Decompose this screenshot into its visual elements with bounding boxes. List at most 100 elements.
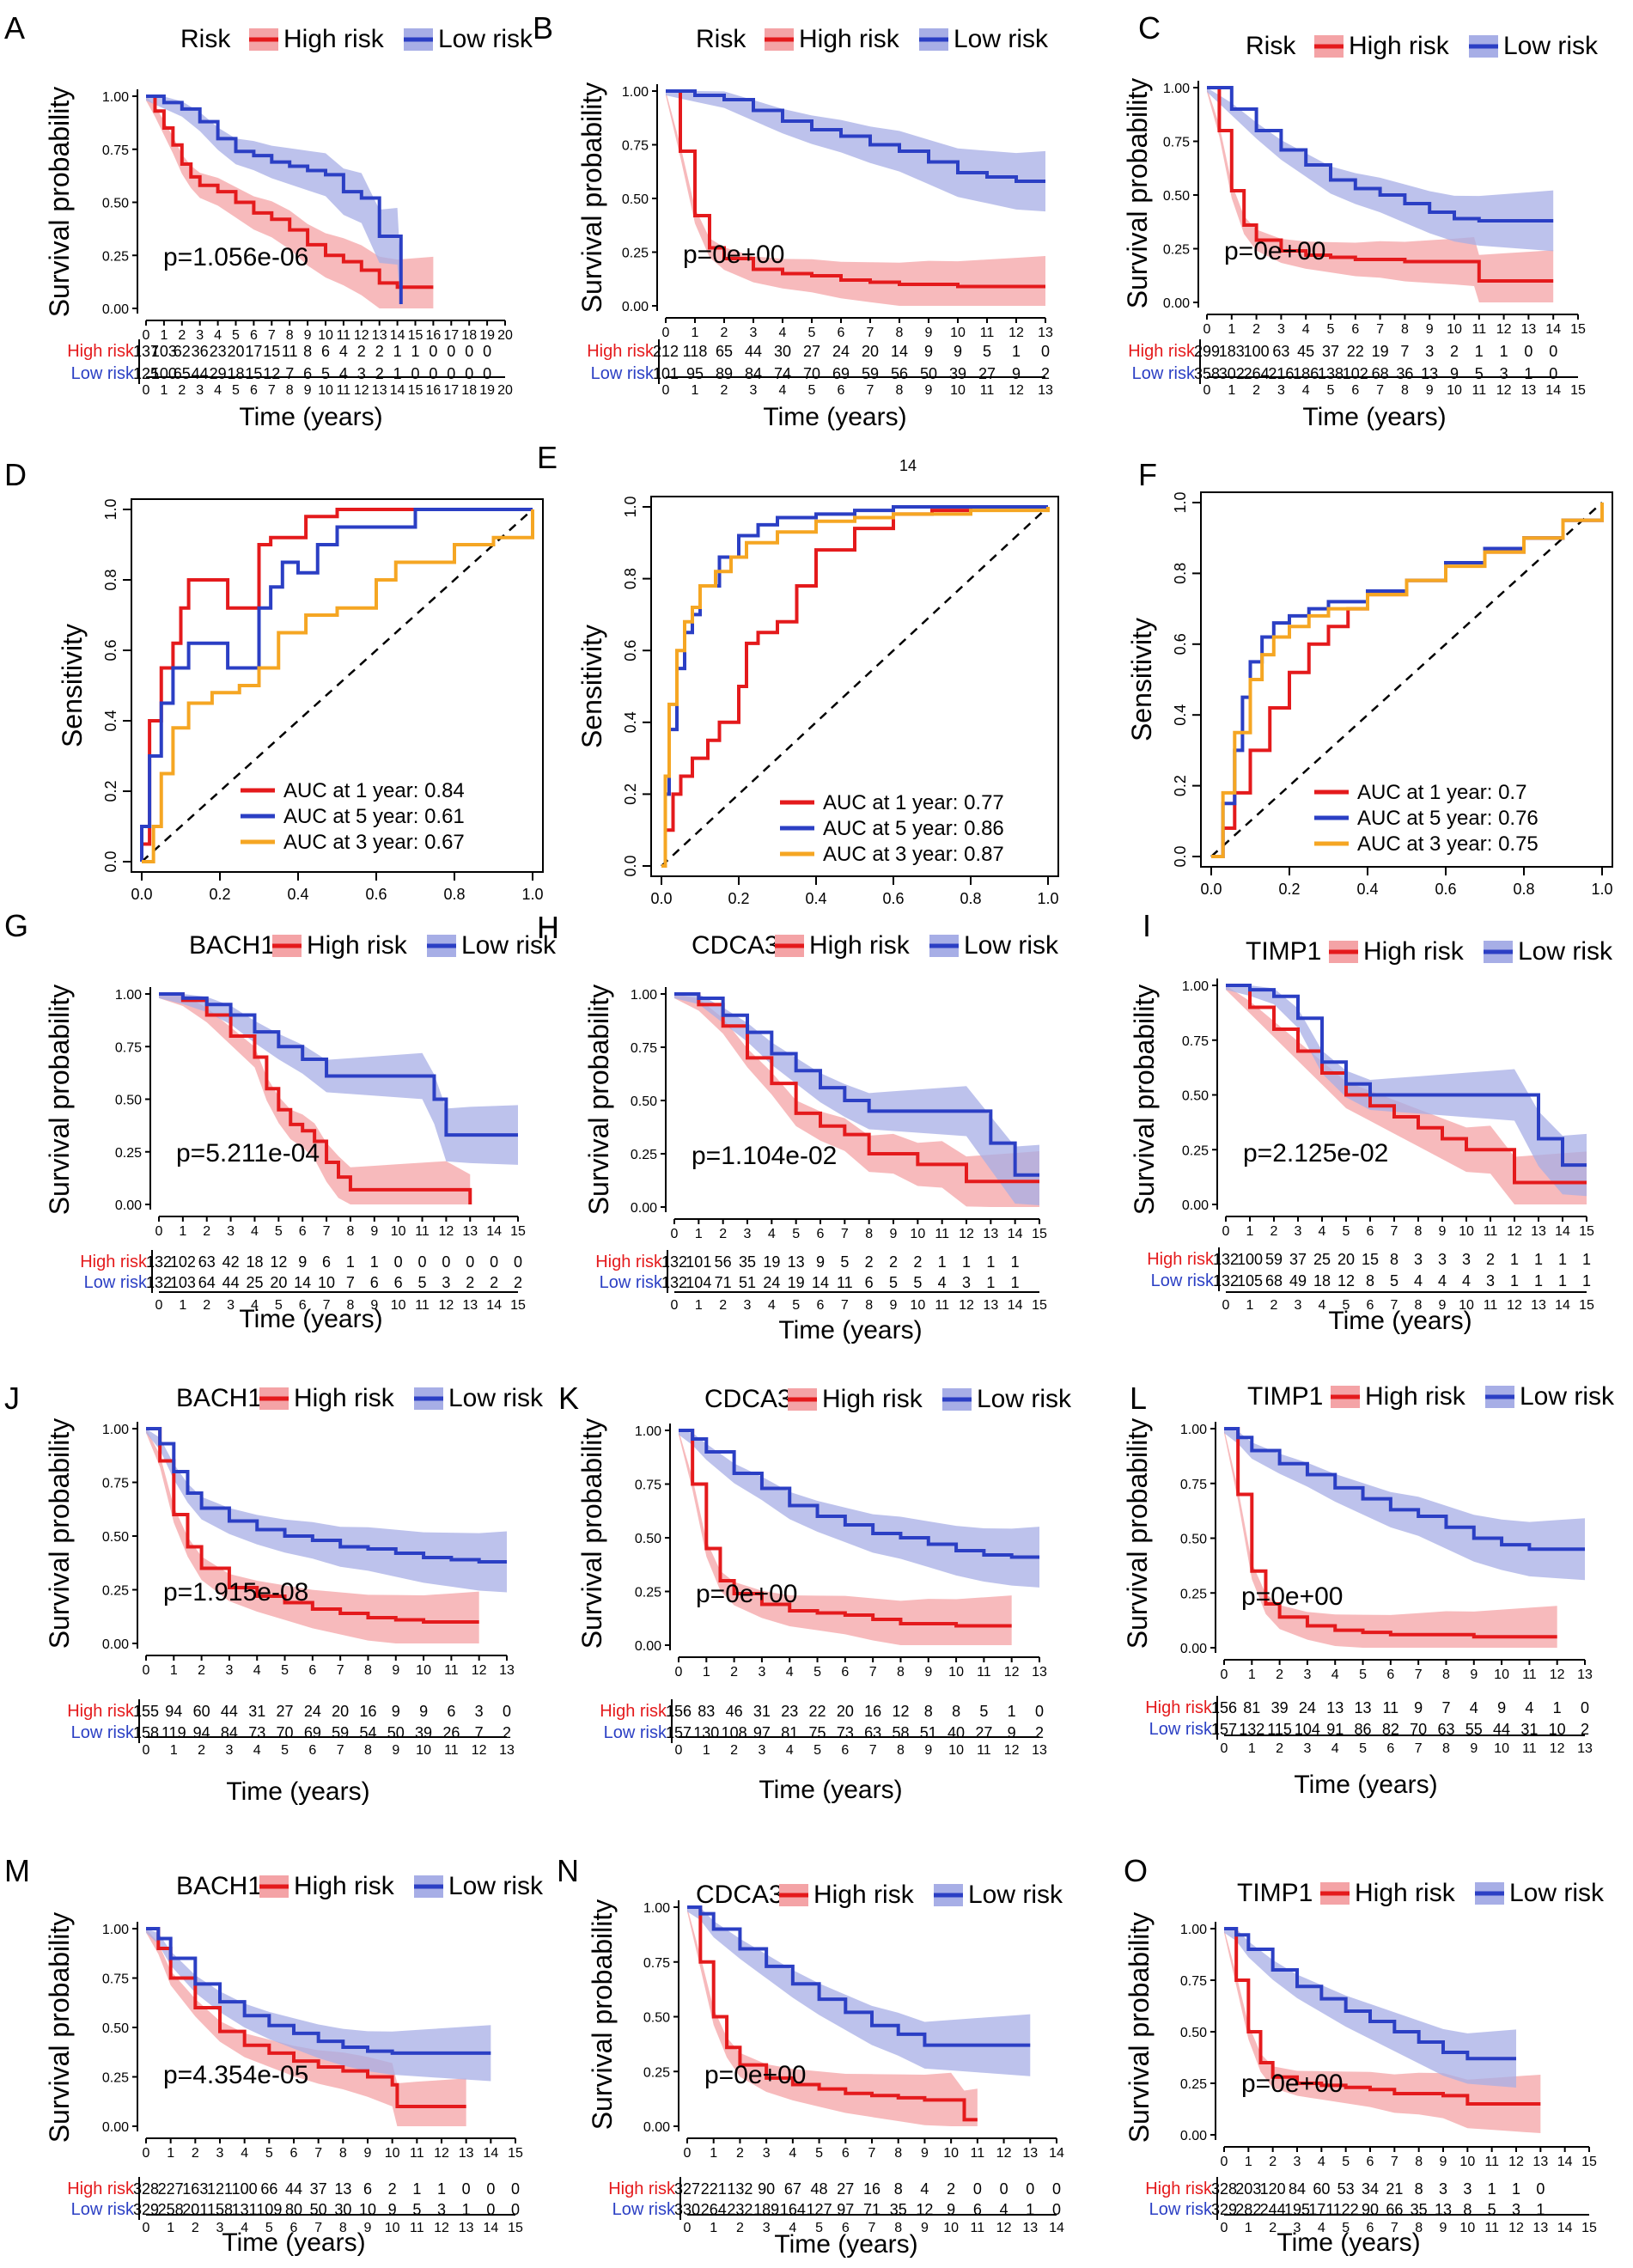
risk-count-high: 1 xyxy=(1512,2180,1520,2198)
x-tick-label: 5 xyxy=(1359,1667,1367,1682)
risk-table-tick-label: 8 xyxy=(897,1743,905,1758)
y-tick-label: 0.75 xyxy=(631,1041,657,1056)
legend-label-high: High risk xyxy=(1363,937,1465,966)
x-tick-label: 11 xyxy=(444,1663,459,1678)
risk-count-low: 130 xyxy=(693,1724,719,1741)
risk-count-low: 30 xyxy=(334,2201,351,2218)
risk-table-tick-label: 0 xyxy=(143,1743,150,1758)
y-tick-label: 0.50 xyxy=(643,2011,670,2026)
risk-count-high: 2 xyxy=(375,343,384,360)
x-tick-label: 0.0 xyxy=(131,886,152,903)
x-tick-label: 11 xyxy=(935,1227,949,1241)
y-axis-label: Survival probability xyxy=(1122,1418,1153,1649)
risk-table-tick-label: 10 xyxy=(416,1743,431,1758)
y-tick-label: 0.4 xyxy=(102,710,119,731)
risk-table-tick-label: 8 xyxy=(894,2221,902,2235)
risk-table-tick-label: 14 xyxy=(1008,1298,1023,1313)
risk-count-low: 0 xyxy=(1052,2201,1061,2218)
y-axis-label: Survival probability xyxy=(587,1899,618,2131)
p-value: p=0e+00 xyxy=(704,2061,806,2089)
risk-table-tick-label: 0 xyxy=(675,1743,683,1758)
risk-count-high: 1 xyxy=(393,343,402,360)
x-tick-label: 0 xyxy=(1221,2155,1228,2169)
x-tick-label: 2 xyxy=(730,1665,738,1680)
risk-row-label-low: Low risk xyxy=(71,364,135,383)
risk-count-high: 2 xyxy=(947,2180,955,2198)
risk-count-high: 5 xyxy=(983,343,991,360)
risk-table-tick-label: 15 xyxy=(1570,383,1586,398)
y-tick-label: 1.00 xyxy=(643,1901,670,1916)
risk-count-low: 282 xyxy=(1235,2201,1261,2218)
x-tick-label: 12 xyxy=(1508,2155,1524,2169)
y-tick-label: 0.0 xyxy=(1172,845,1189,867)
y-tick-label: 0.00 xyxy=(102,302,129,317)
x-tick-label: 0 xyxy=(684,2146,692,2161)
risk-table-tick-label: 11 xyxy=(337,383,351,398)
risk-count-high: 8 xyxy=(1390,1251,1398,1268)
x-tick-label: 1 xyxy=(692,326,699,340)
risk-row-label-high: High risk xyxy=(80,1253,148,1271)
x-tick-label: 4 xyxy=(1318,2155,1325,2169)
risk-count-low: 70 xyxy=(1410,1721,1427,1738)
x-tick-label: 0 xyxy=(155,1224,163,1239)
risk-count-low: 82 xyxy=(1382,1721,1399,1738)
x-tick-label: 12 xyxy=(439,1224,454,1239)
x-tick-label: 3 xyxy=(225,1663,233,1678)
risk-table-tick-label: 10 xyxy=(385,2221,400,2235)
risk-count-low: 55 xyxy=(1465,1721,1483,1738)
x-tick-label: 5 xyxy=(1327,322,1335,337)
risk-count-low: 189 xyxy=(753,2201,779,2218)
risk-count-high: 37 xyxy=(1289,1251,1307,1268)
risk-count-high: 3 xyxy=(1439,2180,1447,2198)
curve-low-risk xyxy=(1226,984,1587,1168)
risk-table-tick-label: 1 xyxy=(710,2221,717,2235)
x-tick-label: 9 xyxy=(924,1665,932,1680)
curve-low-risk xyxy=(1207,86,1554,223)
x-tick-label: 6 xyxy=(1351,322,1359,337)
ci-band-low xyxy=(687,1907,1031,2076)
y-tick-label: 0.25 xyxy=(1163,243,1190,258)
risk-table-tick-label: 10 xyxy=(943,2221,959,2235)
x-tick-label: 1 xyxy=(167,2146,174,2161)
y-tick-label: 1.00 xyxy=(1182,979,1209,994)
panel-label: E xyxy=(537,440,558,475)
x-tick-label: 15 xyxy=(1032,1227,1047,1241)
risk-table-tick-label: 0 xyxy=(1221,2221,1228,2235)
x-tick-label: 9 xyxy=(304,328,312,343)
risk-count-high: 1 xyxy=(1582,1251,1591,1268)
risk-count-low: 132 xyxy=(1239,1721,1264,1738)
y-tick-label: 0.00 xyxy=(1180,2129,1207,2143)
risk-table-tick-label: 15 xyxy=(508,2221,523,2235)
risk-count-low: 1 xyxy=(1510,1272,1519,1289)
x-tick-label: 11 xyxy=(980,326,995,340)
risk-row-label-low: Low risk xyxy=(71,2200,135,2219)
risk-count-high: 24 xyxy=(1299,1699,1316,1716)
x-tick-label: 20 xyxy=(497,328,513,343)
legend-label-low: Low risk xyxy=(954,25,1049,53)
x-tick-label: 11 xyxy=(1522,1667,1537,1682)
p-value: p=1.104e-02 xyxy=(692,1142,837,1170)
risk-table-tick-label: 7 xyxy=(314,2221,322,2235)
panel-i: I TIMP1 High risk Low risk 0.00 0.25 0.50 0.75 1… xyxy=(1129,908,1613,1335)
y-tick-label: 0.25 xyxy=(635,1586,661,1600)
risk-count-high: 23 xyxy=(210,343,227,360)
risk-table-tick-label: 3 xyxy=(763,2221,771,2235)
risk-count-high: 62 xyxy=(174,343,191,360)
y-tick-label: 1.00 xyxy=(1163,82,1190,96)
risk-count-low: 329 xyxy=(133,2201,159,2218)
x-tick-label: 14 xyxy=(1049,2146,1064,2161)
risk-table-tick-label: 6 xyxy=(817,1298,825,1313)
risk-count-high: 221 xyxy=(701,2180,727,2198)
x-tick-label: 1 xyxy=(1246,1224,1254,1239)
curve-low-risk xyxy=(1224,1927,1516,2061)
risk-table-tick-label: 0 xyxy=(684,2221,692,2235)
x-tick-label: 0.0 xyxy=(1200,881,1222,898)
risk-count-high: 11 xyxy=(1383,1699,1399,1716)
risk-count-high: 120 xyxy=(1260,2180,1286,2198)
risk-count-low: 158 xyxy=(207,2201,233,2218)
y-axis-label: Survival probability xyxy=(44,985,75,1216)
risk-count-high: 16 xyxy=(864,1703,881,1720)
risk-count-low: 80 xyxy=(285,2201,302,2218)
risk-count-low: 95 xyxy=(686,365,704,382)
risk-table-tick-label: 2 xyxy=(1270,1298,1278,1313)
